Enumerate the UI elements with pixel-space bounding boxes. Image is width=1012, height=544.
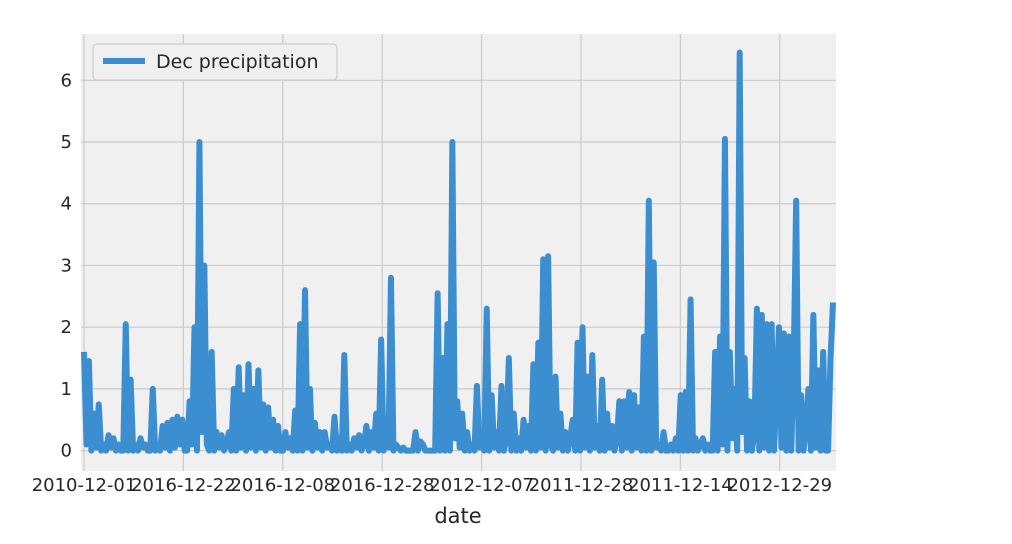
x-axis-label: date [434,504,481,528]
x-tick-label: 2016-12-22 [131,475,236,496]
x-tick-labels: 2010-12-012016-12-222016-12-082016-12-28… [32,475,832,496]
x-tick-label: 2011-12-14 [628,475,733,496]
y-tick-label: 4 [61,194,72,215]
x-tick-label: 2010-12-01 [32,475,137,496]
x-tick-label: 2012-12-29 [727,475,832,496]
series-line [81,49,836,454]
x-tick-label: 2011-12-28 [529,475,634,496]
y-tick-labels: 0 1 2 3 4 5 6 [61,70,72,461]
series-line-dec-precipitation [81,49,836,454]
y-tick-label: 5 [61,132,72,153]
y-tick-label: 6 [61,70,72,91]
x-tick-label: 2016-12-08 [230,475,335,496]
y-tick-label: 0 [61,441,72,462]
y-tick-label: 3 [61,255,72,276]
x-tick-label: 2012-12-07 [429,475,534,496]
x-tick-label: 2016-12-28 [330,475,435,496]
y-tick-label: 2 [61,317,72,338]
legend: Dec precipitation [92,43,338,81]
legend-label: Dec precipitation [156,51,319,73]
y-tick-label: 1 [61,379,72,400]
legend-box [92,43,338,81]
